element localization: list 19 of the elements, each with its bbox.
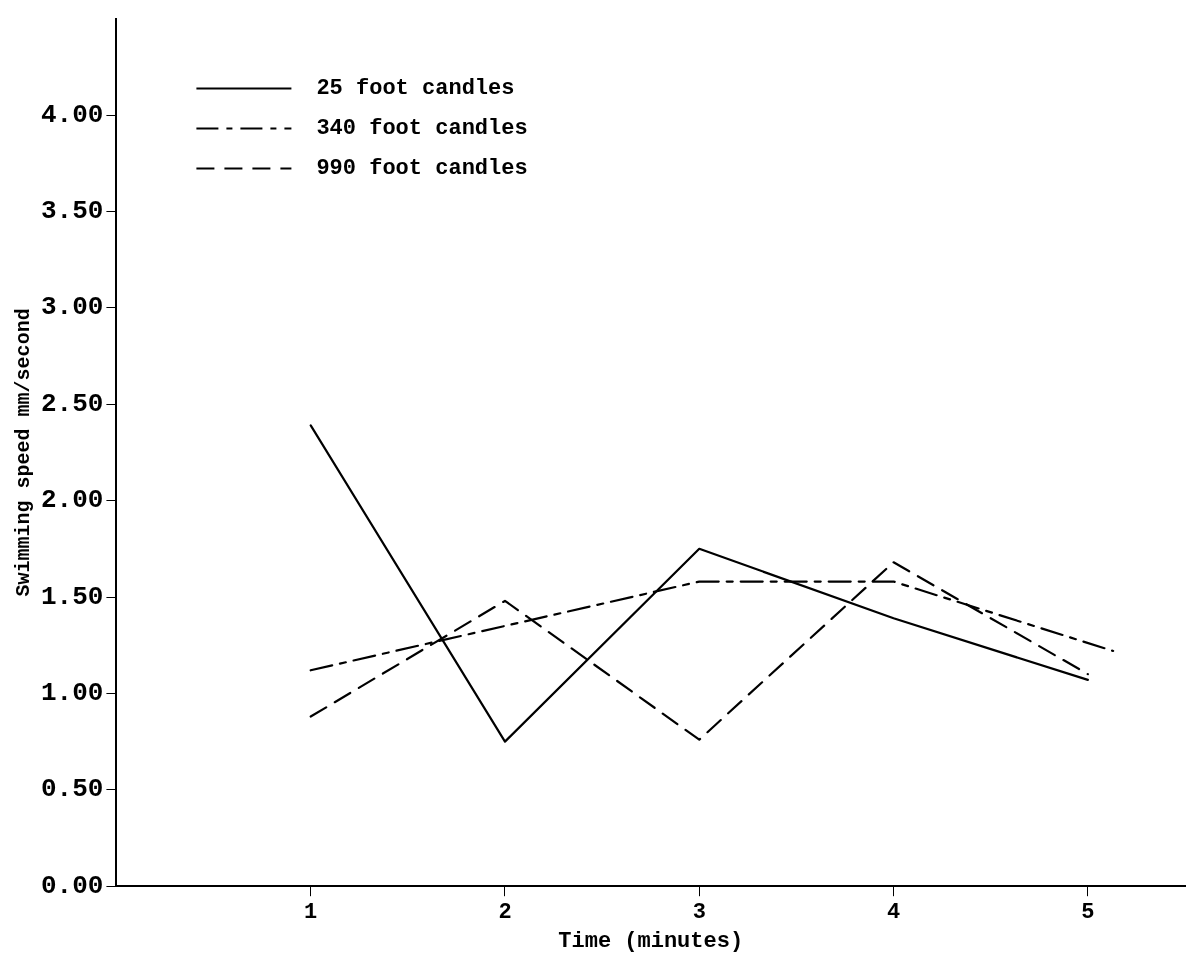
y-tick-label: 4.00: [40, 99, 104, 130]
y-tick-label: 0.50: [40, 774, 104, 805]
y-tick-label: 2.00: [40, 485, 104, 516]
y-tick-label: 2.50: [40, 388, 104, 419]
y-tick-label: 1.50: [40, 581, 104, 612]
x-tick-label: 2: [498, 899, 512, 925]
y-tick-label: 0.00: [40, 870, 104, 901]
legend-label: 25 foot candles: [316, 76, 515, 102]
y-tick-label: 3.50: [40, 195, 104, 226]
x-tick-label: 3: [692, 899, 706, 925]
x-axis-title: Time (minutes): [558, 929, 744, 955]
y-tick-label: 1.00: [40, 677, 104, 708]
legend-label: 340 foot candles: [316, 116, 528, 142]
y-axis-title: Swimming speed mm/second: [12, 308, 36, 597]
x-tick-label: 1: [304, 899, 318, 925]
legend-label: 990 foot candles: [316, 156, 528, 182]
x-tick-label: 4: [886, 899, 901, 925]
x-tick-label: 5: [1081, 899, 1095, 925]
y-tick-label: 3.00: [40, 292, 104, 323]
